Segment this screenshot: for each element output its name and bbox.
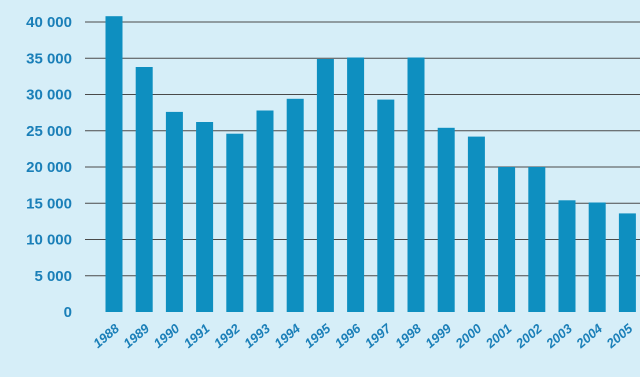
- bar-2005: [618, 213, 636, 312]
- y-tick-label: 10 000: [26, 232, 72, 249]
- bar-1998: [407, 57, 425, 312]
- y-tick-label: 40 000: [26, 14, 72, 31]
- bar-2003: [558, 200, 576, 312]
- bar-1989: [135, 67, 153, 312]
- bar-2002: [528, 167, 546, 312]
- bar-1997: [377, 99, 395, 312]
- y-tick-label: 25 000: [26, 123, 72, 140]
- bar-1993: [256, 110, 274, 312]
- bar-1990: [165, 111, 183, 313]
- bar-2001: [498, 167, 516, 312]
- y-tick-label: 30 000: [26, 87, 72, 104]
- bar-1995: [316, 59, 334, 312]
- y-axis-ticks: 0 5 000 10 000 15 000 20 000 25 000 30 000 35 0…: [26, 14, 72, 321]
- bar-1991: [196, 122, 214, 312]
- bar-1994: [286, 98, 304, 312]
- bar-2000: [467, 136, 485, 312]
- y-tick-label: 35 000: [26, 50, 72, 67]
- y-tick-label: 15 000: [26, 195, 72, 212]
- y-tick-label: 5 000: [34, 268, 72, 285]
- bar-1992: [226, 133, 244, 312]
- bar-1996: [347, 57, 365, 312]
- y-tick-label: 20 000: [26, 159, 72, 176]
- bar-2004: [588, 202, 606, 312]
- bars: [105, 16, 636, 313]
- bar-1999: [437, 127, 455, 312]
- bar-1988: [105, 16, 123, 312]
- y-tick-label: 0: [64, 304, 72, 321]
